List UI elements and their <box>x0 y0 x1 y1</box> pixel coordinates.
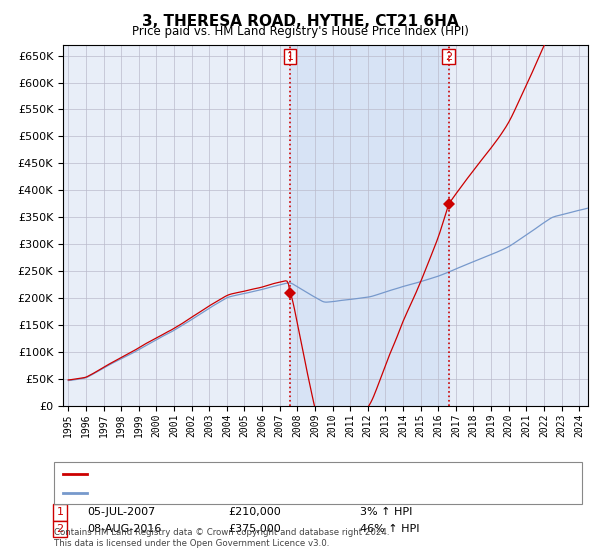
Text: 3% ↑ HPI: 3% ↑ HPI <box>360 507 412 517</box>
Text: HPI: Average price, semi-detached house, Folkestone and Hythe: HPI: Average price, semi-detached house,… <box>93 488 428 498</box>
Text: 2: 2 <box>56 524 64 534</box>
Text: 3, THERESA ROAD, HYTHE, CT21 6HA (semi-detached house): 3, THERESA ROAD, HYTHE, CT21 6HA (semi-d… <box>93 469 411 479</box>
Text: £375,000: £375,000 <box>228 524 281 534</box>
Text: 2: 2 <box>445 52 452 62</box>
Text: 05-JUL-2007: 05-JUL-2007 <box>87 507 155 517</box>
Text: 1: 1 <box>56 507 64 517</box>
Text: 3, THERESA ROAD, HYTHE, CT21 6HA: 3, THERESA ROAD, HYTHE, CT21 6HA <box>142 14 458 29</box>
Text: Contains HM Land Registry data © Crown copyright and database right 2024.
This d: Contains HM Land Registry data © Crown c… <box>54 528 389 548</box>
Text: 08-AUG-2016: 08-AUG-2016 <box>87 524 161 534</box>
Bar <box>290 45 449 406</box>
Text: £210,000: £210,000 <box>228 507 281 517</box>
Text: 1: 1 <box>286 52 293 62</box>
Text: 46% ↑ HPI: 46% ↑ HPI <box>360 524 419 534</box>
Text: Price paid vs. HM Land Registry's House Price Index (HPI): Price paid vs. HM Land Registry's House … <box>131 25 469 38</box>
